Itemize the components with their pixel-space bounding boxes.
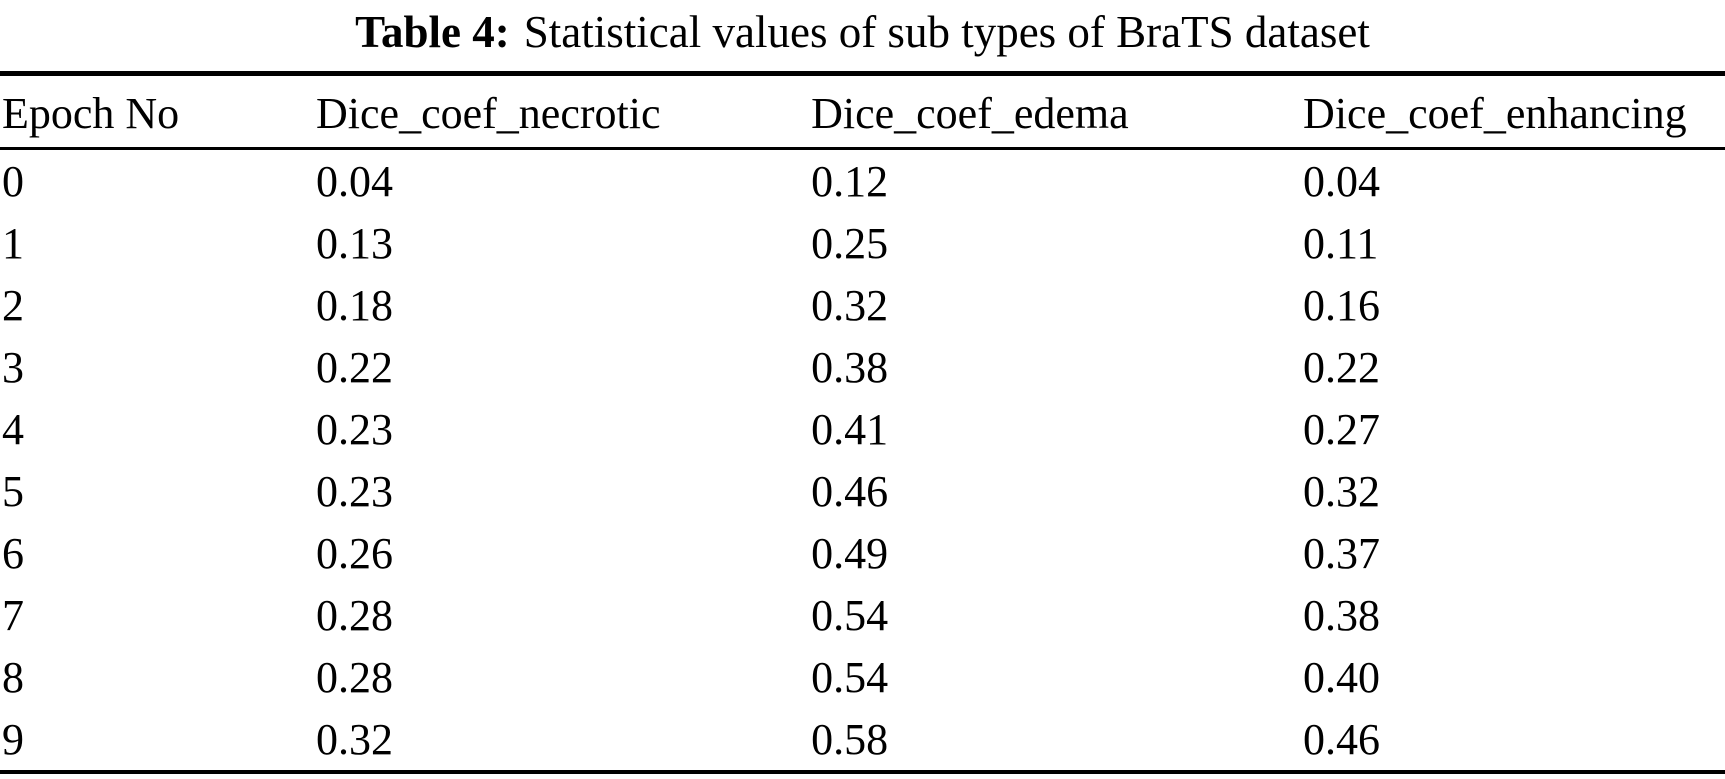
epoch-cell: 6 [2,528,24,578]
col-header-dice-coef-edema: Dice_coef_edema [811,89,1129,138]
table-caption-label: Table 4: [355,7,510,57]
necrotic-value-cell: 0.23 [316,404,394,454]
epoch-cell: 4 [2,404,24,454]
necrotic-value-cell: 0.04 [316,156,394,206]
necrotic-value-cell: 0.13 [316,218,394,268]
table-row: 4 0.23 0.41 0.27 [0,398,1725,460]
col-header-dice-coef-enhancing: Dice_coef_enhancing [1303,89,1687,138]
enhancing-value-cell: 0.16 [1303,280,1381,330]
table-row: 5 0.23 0.46 0.32 [0,460,1725,522]
table-row: 0 0.04 0.12 0.04 [0,149,1725,213]
necrotic-value-cell: 0.23 [316,466,394,516]
necrotic-value-cell: 0.28 [316,590,394,640]
table-header-row: Epoch No Dice_coef_necrotic Dice_coef_ed… [0,73,1725,149]
edema-value-cell: 0.46 [811,466,889,516]
table-caption: Table 4: Statistical values of sub types … [0,0,1725,60]
necrotic-value-cell: 0.32 [316,714,394,764]
epoch-cell: 1 [2,218,24,268]
epoch-cell: 7 [2,590,24,640]
edema-value-cell: 0.54 [811,590,889,640]
stats-table: Epoch No Dice_coef_necrotic Dice_coef_ed… [0,71,1725,774]
enhancing-value-cell: 0.46 [1303,714,1381,764]
table-row: 2 0.18 0.32 0.16 [0,274,1725,336]
necrotic-value-cell: 0.18 [316,280,394,330]
epoch-cell: 2 [2,280,24,330]
necrotic-value-cell: 0.28 [316,652,394,702]
table-caption-text: Statistical values of sub types of BraTS… [523,7,1370,57]
table-row: 7 0.28 0.54 0.38 [0,584,1725,646]
edema-value-cell: 0.32 [811,280,889,330]
enhancing-value-cell: 0.22 [1303,342,1381,392]
edema-value-cell: 0.49 [811,528,889,578]
table-row: 3 0.22 0.38 0.22 [0,336,1725,398]
table-header: Epoch No Dice_coef_necrotic Dice_coef_ed… [0,73,1725,149]
epoch-cell: 0 [2,156,24,206]
table-row: 1 0.13 0.25 0.11 [0,212,1725,274]
epoch-cell: 3 [2,342,24,392]
table-row: 8 0.28 0.54 0.40 [0,646,1725,708]
enhancing-value-cell: 0.40 [1303,652,1381,702]
edema-value-cell: 0.25 [811,218,889,268]
enhancing-value-cell: 0.32 [1303,466,1381,516]
table-body: 0 0.04 0.12 0.04 1 0.13 0.25 0.11 2 0.18 0.32 0.16 3… [0,149,1725,772]
edema-value-cell: 0.58 [811,714,889,764]
necrotic-value-cell: 0.22 [316,342,394,392]
epoch-cell: 9 [2,714,24,764]
edema-value-cell: 0.38 [811,342,889,392]
edema-value-cell: 0.54 [811,652,889,702]
epoch-cell: 5 [2,466,24,516]
necrotic-value-cell: 0.26 [316,528,394,578]
epoch-cell: 8 [2,652,24,702]
table-row: 6 0.26 0.49 0.37 [0,522,1725,584]
enhancing-value-cell: 0.11 [1303,218,1379,268]
table-row: 9 0.32 0.58 0.46 [0,708,1725,772]
edema-value-cell: 0.41 [811,404,889,454]
col-header-dice-coef-necrotic: Dice_coef_necrotic [316,89,661,138]
enhancing-value-cell: 0.27 [1303,404,1381,454]
edema-value-cell: 0.12 [811,156,889,206]
col-header-epoch-no: Epoch No [2,89,180,138]
enhancing-value-cell: 0.04 [1303,156,1381,206]
enhancing-value-cell: 0.37 [1303,528,1381,578]
enhancing-value-cell: 0.38 [1303,590,1381,640]
